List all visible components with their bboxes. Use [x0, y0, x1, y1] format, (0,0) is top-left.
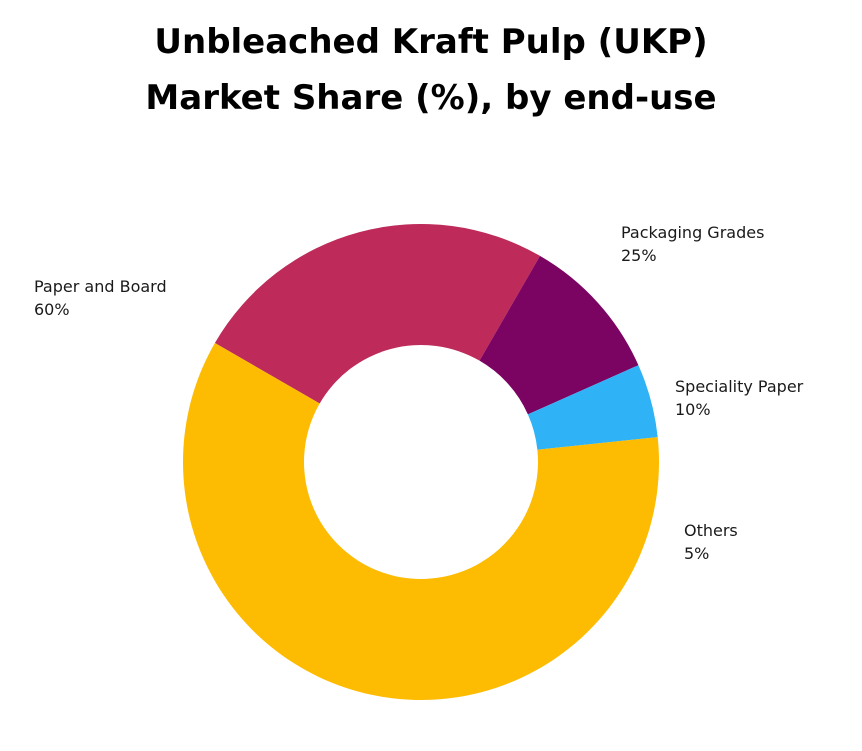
- donut-slice-others: [527, 365, 658, 450]
- slice-label-group-paper-and-board: Paper and Board 60%: [34, 277, 167, 319]
- slice-label-group-packaging-grades: Packaging Grades 25%: [621, 223, 764, 265]
- slice-label-packaging-grades: Packaging Grades: [621, 223, 764, 242]
- slice-value-speciality-paper: 10%: [675, 400, 711, 419]
- slice-label-group-others: Others 5%: [684, 521, 738, 563]
- chart-title-line-1: Unbleached Kraft Pulp (UKP): [154, 22, 708, 62]
- slice-value-others: 5%: [684, 544, 709, 563]
- chart-title: Unbleached Kraft Pulp (UKP) Market Share…: [0, 14, 862, 126]
- slice-value-paper-and-board: 60%: [34, 300, 70, 319]
- slice-label-others: Others: [684, 521, 738, 540]
- slice-label-group-speciality-paper: Speciality Paper 10%: [675, 377, 804, 419]
- donut-slice-speciality-paper: [479, 255, 639, 415]
- chart-title-line-2: Market Share (%), by end-use: [145, 78, 717, 118]
- donut-slice-paper-and-board: [183, 343, 659, 700]
- slice-label-speciality-paper: Speciality Paper: [675, 377, 804, 396]
- donut-slice-packaging-grades: [214, 223, 540, 404]
- slice-label-paper-and-board: Paper and Board: [34, 277, 167, 296]
- slice-value-packaging-grades: 25%: [621, 246, 657, 265]
